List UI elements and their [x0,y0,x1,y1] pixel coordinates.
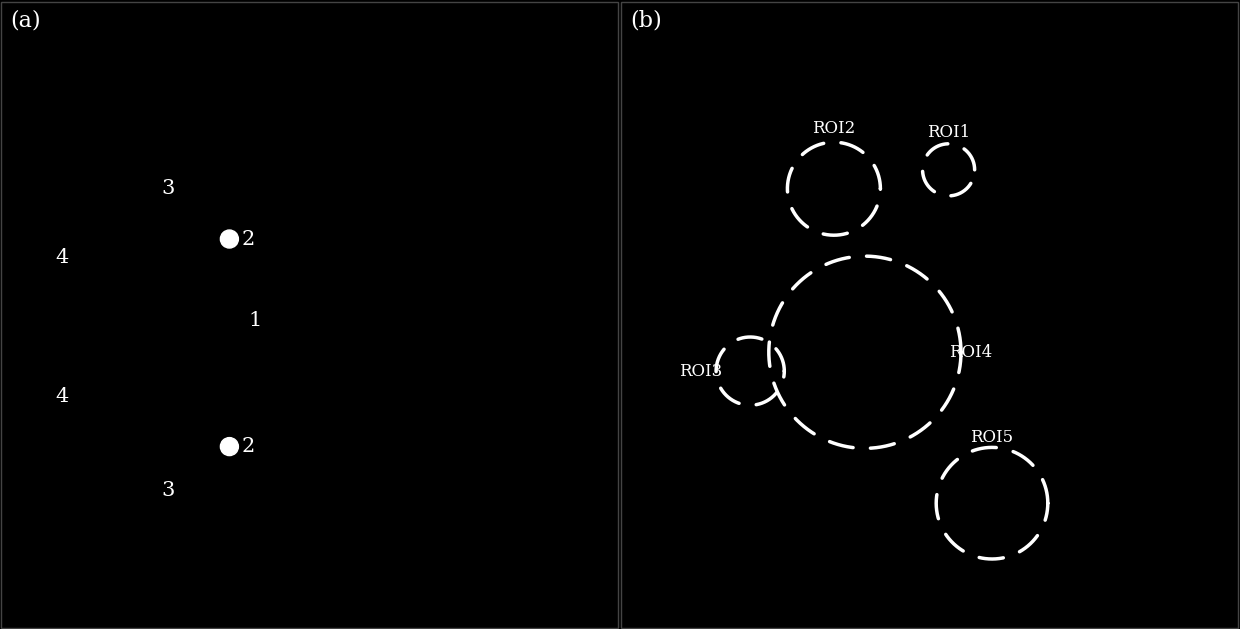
Text: 4: 4 [56,387,69,406]
Text: (b): (b) [630,10,662,32]
Text: 2: 2 [242,230,254,248]
Bar [621,2,1238,628]
Text: 1: 1 [248,311,262,330]
Text: 3: 3 [161,179,175,198]
Text: ROI4: ROI4 [949,343,992,361]
Text: ROI3: ROI3 [680,362,722,380]
Bar [1,2,618,628]
Text: 4: 4 [56,248,69,267]
Text: (a): (a) [10,10,41,32]
Circle shape [221,230,238,248]
Text: ROI1: ROI1 [928,123,970,141]
Text: 3: 3 [161,481,175,500]
Text: 2: 2 [242,437,254,456]
Text: ROI2: ROI2 [812,120,856,138]
Text: ROI5: ROI5 [971,428,1013,446]
Circle shape [221,438,238,455]
